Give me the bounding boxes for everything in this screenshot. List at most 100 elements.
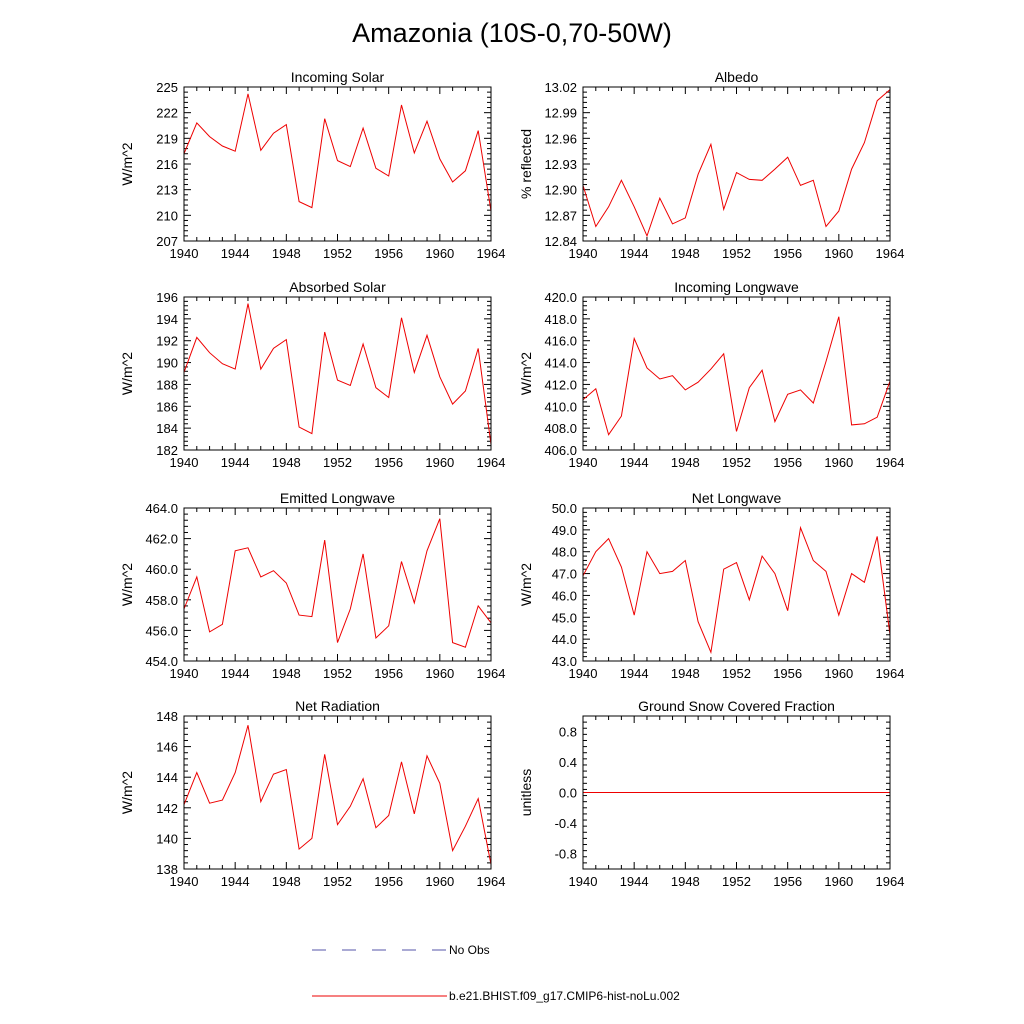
y-tick-label: 45.0 bbox=[552, 610, 577, 625]
x-tick-label: 1960 bbox=[824, 455, 853, 470]
legend-label: No Obs bbox=[449, 943, 490, 957]
y-tick-label: 0.0 bbox=[559, 786, 577, 801]
y-tick-label: -0.4 bbox=[555, 816, 577, 831]
panels: Incoming Solar W/m^2 1940 1944 1948 1952 1956 1… bbox=[119, 69, 904, 889]
x-tick-label: 1952 bbox=[722, 246, 751, 261]
x-tick-label: 1960 bbox=[425, 455, 454, 470]
series-line bbox=[183, 93, 492, 212]
x-tick-label: 1948 bbox=[671, 874, 700, 889]
x-tick-label: 1940 bbox=[569, 246, 598, 261]
y-tick-label: 184 bbox=[156, 421, 178, 436]
y-tick-label: 462.0 bbox=[145, 532, 178, 547]
x-tick-label: 1948 bbox=[272, 874, 301, 889]
x-tick-label: 1940 bbox=[569, 874, 598, 889]
series-line bbox=[183, 725, 492, 865]
x-tick-label: 1964 bbox=[477, 455, 506, 470]
y-tick-label: 146 bbox=[156, 740, 178, 755]
x-tick-label: 1960 bbox=[824, 246, 853, 261]
x-tick-label: 1944 bbox=[221, 455, 250, 470]
x-tick-label: 1960 bbox=[824, 666, 853, 681]
y-tick-label: 225 bbox=[156, 80, 178, 95]
x-tick-label: 1948 bbox=[272, 455, 301, 470]
x-tick-label: 1956 bbox=[374, 246, 403, 261]
x-tick-label: 1964 bbox=[477, 246, 506, 261]
y-tick-label: 13.02 bbox=[544, 80, 577, 95]
y-tick-label: 416.0 bbox=[544, 334, 577, 349]
x-tick-label: 1956 bbox=[374, 455, 403, 470]
x-tick-label: 1964 bbox=[477, 874, 506, 889]
plot-frame bbox=[183, 715, 492, 870]
x-tick-label: 1944 bbox=[221, 666, 250, 681]
y-tick-label: 0.8 bbox=[559, 724, 577, 739]
x-tick-label: 1944 bbox=[620, 246, 649, 261]
y-tick-label: 216 bbox=[156, 157, 178, 172]
x-tick-label: 1948 bbox=[671, 666, 700, 681]
y-tick-label: 43.0 bbox=[552, 654, 577, 669]
y-tick-label: 210 bbox=[156, 208, 178, 223]
panel-title: Net Radiation bbox=[295, 698, 380, 714]
y-tick-label: 414.0 bbox=[544, 356, 577, 371]
x-tick-label: 1944 bbox=[620, 455, 649, 470]
x-tick-label: 1964 bbox=[876, 246, 905, 261]
y-axis-label: W/m^2 bbox=[119, 142, 135, 185]
legend: No Obs b.e21.BHIST.f09_g17.CMIP6-hist-noL… bbox=[312, 943, 680, 1003]
y-tick-label: 190 bbox=[156, 356, 178, 371]
y-tick-label: 46.0 bbox=[552, 588, 577, 603]
x-tick-label: 1964 bbox=[477, 666, 506, 681]
y-tick-label: 410.0 bbox=[544, 399, 577, 414]
panel-3: Absorbed Solar W/m^2 1940 1944 1948 1952 1956 1… bbox=[119, 279, 505, 470]
panel-8: Ground Snow Covered Fraction unitless 1940… bbox=[518, 698, 904, 889]
y-tick-label: 12.96 bbox=[544, 131, 577, 146]
plot-frame bbox=[582, 507, 891, 662]
x-tick-label: 1964 bbox=[876, 666, 905, 681]
series-line bbox=[582, 525, 891, 655]
y-tick-label: 420.0 bbox=[544, 290, 577, 305]
y-tick-label: 12.84 bbox=[544, 234, 577, 249]
panel-1: Incoming Solar W/m^2 1940 1944 1948 1952 1956 1… bbox=[119, 69, 505, 261]
plot-frame bbox=[582, 296, 891, 451]
y-axis-label: W/m^2 bbox=[119, 563, 135, 606]
x-tick-label: 1952 bbox=[722, 666, 751, 681]
x-tick-label: 1960 bbox=[425, 246, 454, 261]
y-tick-label: 219 bbox=[156, 131, 178, 146]
panel-6: Net Longwave W/m^2 1940 1944 1948 1952 1956 196… bbox=[518, 490, 904, 681]
y-tick-label: 222 bbox=[156, 106, 178, 121]
y-axis-label: % reflected bbox=[518, 129, 534, 199]
y-tick-label: 12.93 bbox=[544, 157, 577, 172]
y-tick-label: 12.99 bbox=[544, 106, 577, 121]
x-tick-label: 1940 bbox=[569, 455, 598, 470]
plot-frame bbox=[582, 715, 891, 870]
x-tick-label: 1940 bbox=[170, 666, 199, 681]
figure-title: Amazonia (10S-0,70-50W) bbox=[352, 18, 672, 48]
x-tick-label: 1944 bbox=[620, 666, 649, 681]
x-tick-label: 1952 bbox=[323, 246, 352, 261]
y-tick-label: 148 bbox=[156, 709, 178, 724]
plot-frame bbox=[183, 86, 492, 242]
y-axis-label: unitless bbox=[518, 769, 534, 816]
panel-2: Albedo % reflected 1940 1944 1948 1952 1956 196… bbox=[518, 69, 904, 261]
plot-frame bbox=[582, 86, 891, 242]
y-axis-label: W/m^2 bbox=[518, 352, 534, 395]
series-line bbox=[183, 303, 492, 445]
x-tick-label: 1956 bbox=[374, 666, 403, 681]
x-tick-label: 1940 bbox=[170, 874, 199, 889]
y-tick-label: -0.8 bbox=[555, 847, 577, 862]
x-tick-label: 1956 bbox=[374, 874, 403, 889]
y-tick-label: 48.0 bbox=[552, 545, 577, 560]
y-tick-label: 192 bbox=[156, 334, 178, 349]
panel-title: Albedo bbox=[715, 69, 759, 85]
x-tick-label: 1944 bbox=[221, 874, 250, 889]
y-tick-label: 49.0 bbox=[552, 523, 577, 538]
x-tick-label: 1964 bbox=[876, 455, 905, 470]
series-line bbox=[183, 518, 492, 648]
y-tick-label: 138 bbox=[156, 862, 178, 877]
x-tick-label: 1956 bbox=[773, 666, 802, 681]
x-tick-label: 1940 bbox=[170, 246, 199, 261]
x-tick-label: 1952 bbox=[323, 874, 352, 889]
x-tick-label: 1948 bbox=[272, 246, 301, 261]
panel-title: Ground Snow Covered Fraction bbox=[638, 698, 835, 714]
x-tick-label: 1956 bbox=[773, 246, 802, 261]
x-tick-label: 1956 bbox=[773, 874, 802, 889]
panel-title: Absorbed Solar bbox=[289, 279, 386, 295]
x-tick-label: 1948 bbox=[671, 455, 700, 470]
